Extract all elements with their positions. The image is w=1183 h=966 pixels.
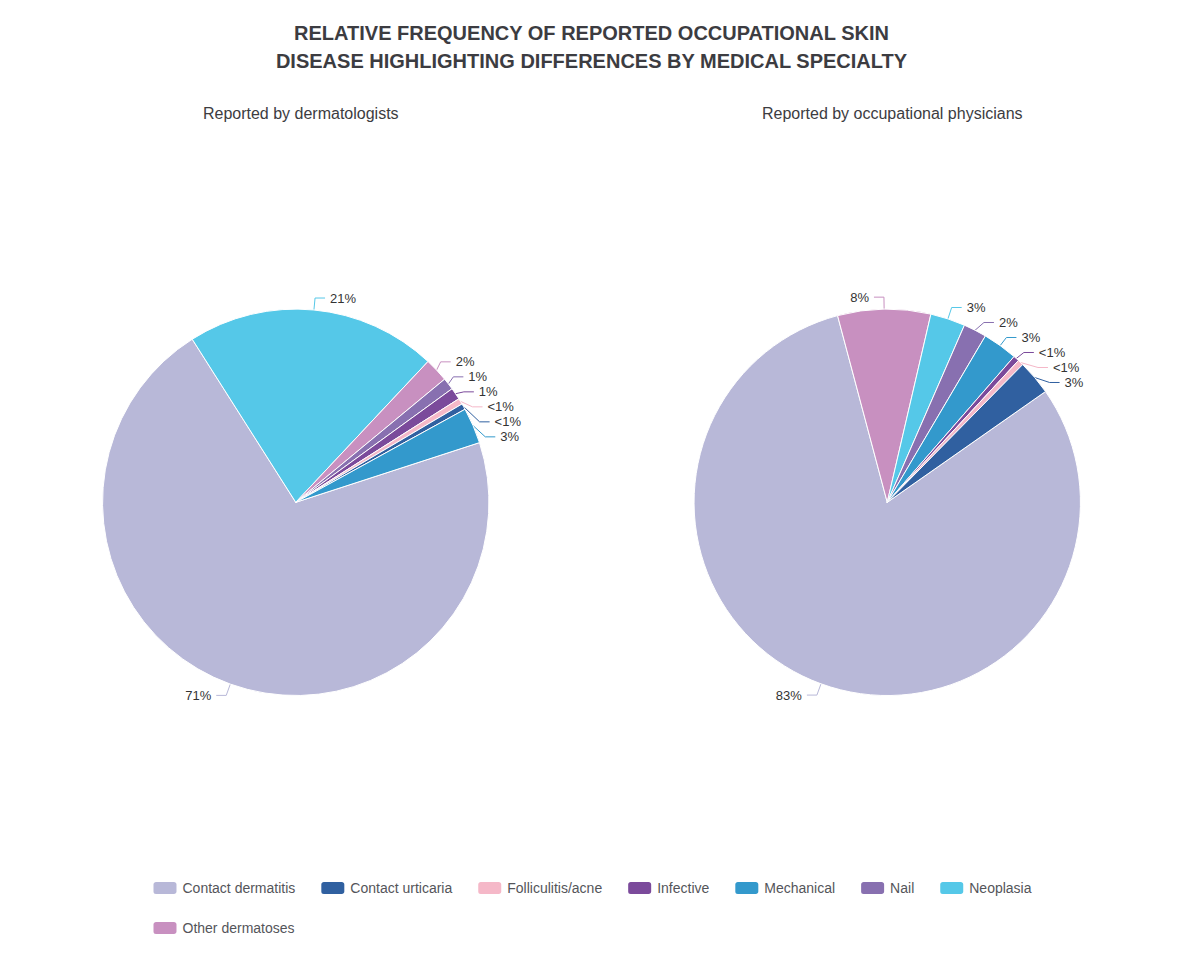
svg-text:<1%: <1% — [1053, 360, 1080, 375]
svg-text:2%: 2% — [999, 315, 1018, 330]
svg-text:1%: 1% — [479, 384, 498, 399]
svg-text:DISEASE HIGHLIGHTING DIFFERENC: DISEASE HIGHLIGHTING DIFFERENCES BY MEDI… — [276, 50, 908, 72]
svg-text:21%: 21% — [330, 291, 356, 306]
svg-text:3%: 3% — [1021, 330, 1040, 345]
svg-text:<1%: <1% — [495, 414, 522, 429]
svg-text:3%: 3% — [1065, 375, 1084, 390]
svg-text:<1%: <1% — [488, 399, 515, 414]
svg-text:Mechanical: Mechanical — [764, 880, 835, 896]
svg-text:Neoplasia: Neoplasia — [969, 880, 1031, 896]
svg-text:Contact dermatitis: Contact dermatitis — [182, 880, 295, 896]
svg-text:Nail: Nail — [890, 880, 914, 896]
svg-text:8%: 8% — [850, 290, 869, 305]
svg-text:2%: 2% — [456, 354, 475, 369]
svg-text:Folliculitis/acne: Folliculitis/acne — [507, 880, 602, 896]
svg-text:Reported by dermatologists: Reported by dermatologists — [203, 105, 399, 122]
svg-text:<1%: <1% — [1039, 345, 1066, 360]
svg-text:Contact urticaria: Contact urticaria — [350, 880, 452, 896]
svg-text:Infective: Infective — [657, 880, 709, 896]
svg-text:RELATIVE FREQUENCY OF REPORTED: RELATIVE FREQUENCY OF REPORTED OCCUPATIO… — [294, 22, 889, 44]
svg-text:83%: 83% — [776, 688, 802, 703]
svg-text:Reported by occupational physi: Reported by occupational physicians — [762, 105, 1023, 122]
svg-text:3%: 3% — [500, 429, 519, 444]
svg-text:71%: 71% — [185, 688, 211, 703]
svg-text:3%: 3% — [967, 300, 986, 315]
svg-text:1%: 1% — [468, 369, 487, 384]
svg-text:Other dermatoses: Other dermatoses — [182, 920, 294, 936]
